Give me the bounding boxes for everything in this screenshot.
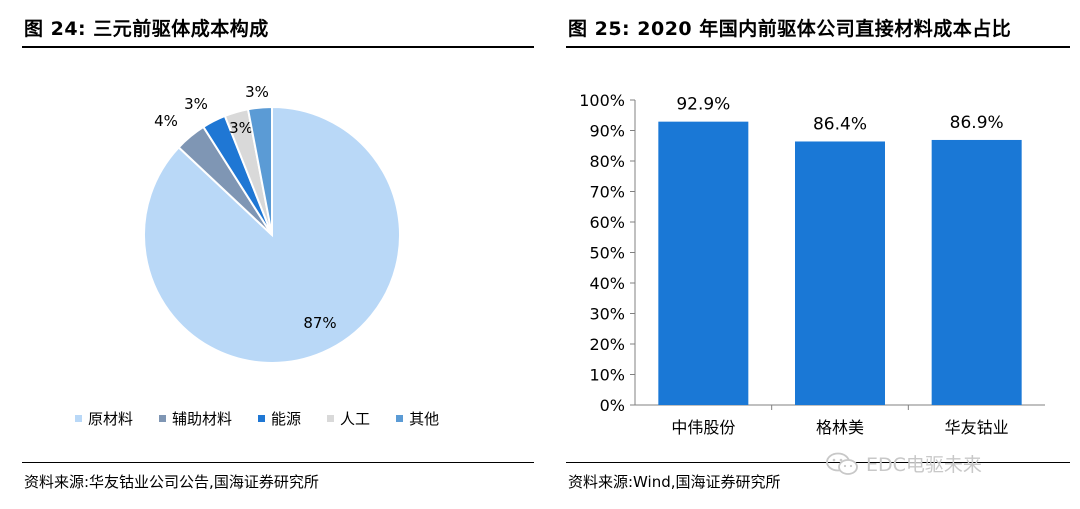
bar-y-tick-label-2: 20% — [589, 335, 625, 354]
bar-category-label-2: 华友钴业 — [945, 418, 1009, 437]
bar-figure-title: 图 25: 2020 年国内前驱体公司直接材料成本占比 — [568, 18, 1012, 40]
bar-panel: 图 25: 2020 年国内前驱体公司直接材料成本占比 0% 10% 20% 30% 4… — [555, 0, 1080, 509]
bar-y-tick-label-0: 0% — [600, 396, 625, 415]
bar-y-tick-label-10: 100% — [579, 91, 625, 110]
bar-category-label-1: 格林美 — [816, 418, 864, 437]
pie-panel: 图 24: 三元前驱体成本构成 87% 4% 3% 3% 3% 原材料 辅助材料 能源 人工 其… — [22, 18, 534, 491]
pie-slice-label-1: 4% — [154, 112, 178, 130]
legend-item-3: 人工 — [327, 408, 370, 429]
bar-value-label-0: 92.9% — [676, 95, 730, 115]
bar-y-tick-label-6: 60% — [589, 213, 625, 232]
bar-y-tick-label-5: 50% — [589, 244, 625, 263]
bar-y-tick-label-8: 80% — [589, 152, 625, 171]
legend-swatch-4 — [396, 415, 404, 422]
bar-source: 资料来源:Wind,国海证券研究所 — [568, 473, 781, 491]
pie-slice-4 — [246, 105, 273, 236]
legend-item-4: 其他 — [396, 408, 439, 429]
pie-legend: 原材料 辅助材料 能源 人工 其他 — [75, 408, 439, 429]
bar-y-tick-label-4: 40% — [589, 274, 625, 293]
legend-label-4: 其他 — [409, 410, 440, 428]
bar-y-tick-label-1: 10% — [589, 366, 625, 385]
pie-figure-title: 图 24: 三元前驱体成本构成 — [24, 18, 269, 40]
pie-title-rule — [22, 46, 534, 48]
pie-source: 资料来源:华友钴业公司公告,国海证券研究所 — [24, 473, 319, 491]
pie-slice-label-4: 3% — [245, 83, 269, 101]
legend-label-3: 人工 — [340, 410, 371, 428]
pie-slice-label-0: 87% — [303, 314, 336, 332]
bar-1 — [795, 141, 885, 405]
pie-slice-label-2: 3% — [184, 95, 208, 113]
legend-label-0: 原材料 — [88, 410, 134, 428]
legend-item-1: 辅助材料 — [159, 408, 232, 429]
bar-value-label-1: 86.4% — [813, 114, 867, 134]
pie-slice-label-3: 3% — [229, 119, 253, 137]
legend-label-2: 能源 — [271, 410, 302, 428]
legend-swatch-3 — [327, 415, 335, 422]
legend-swatch-2 — [258, 415, 266, 422]
bar-source-rule — [566, 462, 1070, 463]
bar-category-label-0: 中伟股份 — [671, 418, 735, 437]
wechat-icon — [826, 452, 860, 476]
bar-y-tick-label-7: 70% — [589, 183, 625, 202]
pie-source-rule — [22, 462, 534, 463]
bar-2 — [931, 139, 1022, 405]
bar-title-rule — [566, 46, 1070, 48]
bar-y-tick-label-3: 30% — [589, 305, 625, 324]
legend-item-0: 原材料 — [75, 408, 133, 429]
legend-label-1: 辅助材料 — [172, 410, 233, 428]
watermark: EDC电驱未来 — [826, 450, 982, 477]
bar-0 — [658, 121, 749, 405]
bar-y-tick-label-9: 90% — [589, 122, 625, 141]
legend-item-2: 能源 — [258, 408, 301, 429]
pie-chart: 87% 4% 3% 3% 3% — [143, 83, 401, 364]
legend-swatch-1 — [159, 415, 167, 422]
legend-swatch-0 — [75, 415, 82, 422]
bar-value-label-2: 86.9% — [950, 113, 1004, 133]
bar-chart: 0% 10% 20% 30% 40% 50% 60% 70% 80% 90% 100% 92.9% 中伟… — [579, 91, 1045, 437]
watermark-text: EDC电驱未来 — [866, 454, 982, 476]
